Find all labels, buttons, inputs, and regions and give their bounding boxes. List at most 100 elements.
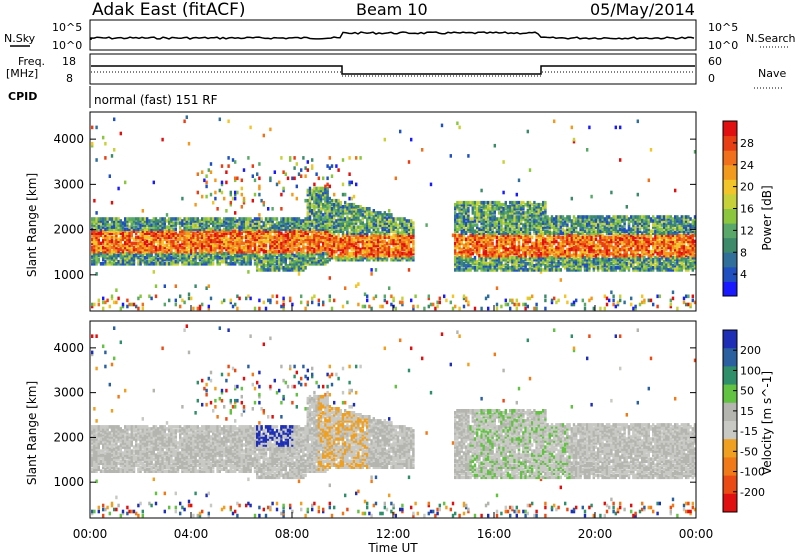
power-cell <box>487 213 490 217</box>
power-cell <box>524 268 527 272</box>
power-cell <box>454 233 457 238</box>
power-cell <box>137 221 140 225</box>
power-cell <box>509 298 512 303</box>
power-cell <box>104 245 107 250</box>
power-cell <box>308 229 312 233</box>
power-cell <box>238 229 241 233</box>
power-cell <box>238 237 241 242</box>
power-cell <box>236 233 239 238</box>
power-cell <box>311 229 314 233</box>
power-cell <box>535 209 538 213</box>
power-cell <box>139 257 142 262</box>
power-cell <box>216 225 219 229</box>
power-cell <box>449 154 452 158</box>
power-cell <box>223 259 226 264</box>
power-cell <box>293 237 296 242</box>
power-cell <box>174 284 177 288</box>
power-cell <box>223 251 226 256</box>
power-cell <box>264 255 268 260</box>
power-cell <box>258 255 261 260</box>
power-cell <box>269 268 272 272</box>
power-cell <box>553 257 556 262</box>
power-cell <box>322 300 325 305</box>
power-cell <box>132 262 136 266</box>
power-cell <box>500 231 503 235</box>
power-cell <box>126 253 129 258</box>
power-cell <box>451 294 455 299</box>
power-cell <box>396 235 400 240</box>
power-cell <box>366 298 369 303</box>
power-cell <box>293 259 296 264</box>
power-cell <box>513 255 516 260</box>
power-cell <box>170 249 173 254</box>
power-cell <box>572 221 576 225</box>
power-cell <box>498 241 501 246</box>
power-cell <box>234 223 237 227</box>
power-cell <box>168 257 171 262</box>
power-cell <box>577 257 580 262</box>
power-cell <box>539 223 543 227</box>
power-cell <box>91 245 94 250</box>
power-cell <box>293 229 296 233</box>
power-cell <box>262 133 265 138</box>
power-cell <box>458 249 461 254</box>
power-cell <box>476 215 479 219</box>
power-cell <box>214 231 217 235</box>
power-cell <box>480 306 483 311</box>
power-cell <box>381 217 384 221</box>
power-cell <box>392 227 395 231</box>
power-cell <box>306 239 309 244</box>
power-cell <box>150 229 153 233</box>
power-cell <box>348 205 351 209</box>
power-cell <box>317 213 320 217</box>
power-cell <box>154 253 158 258</box>
power-cell <box>218 262 221 266</box>
power-cell <box>225 251 228 256</box>
power-cell <box>291 264 294 268</box>
power-cell <box>405 255 408 260</box>
power-cell <box>465 298 468 303</box>
power-cell <box>253 225 257 229</box>
power-cell <box>484 243 488 248</box>
power-cell <box>269 233 272 238</box>
power-cell <box>460 233 463 238</box>
power-cell <box>297 237 301 242</box>
power-cell <box>484 296 488 301</box>
power-cell <box>535 211 538 215</box>
power-cell <box>113 229 116 233</box>
power-cell <box>308 227 312 231</box>
power-cell <box>337 215 340 219</box>
power-cell <box>273 235 276 240</box>
power-cell <box>139 223 142 227</box>
power-cell <box>322 257 325 262</box>
power-cell <box>187 296 191 301</box>
power-cell <box>337 231 340 235</box>
power-cell <box>203 233 206 238</box>
power-cell <box>357 219 360 223</box>
power-cell <box>117 262 120 266</box>
power-cell <box>535 235 538 240</box>
power-cell <box>388 213 391 217</box>
power-cell <box>108 231 111 235</box>
power-cell <box>183 249 186 254</box>
power-cell <box>260 259 263 264</box>
power-cell <box>374 294 378 299</box>
power-cell <box>291 259 294 264</box>
power-cell <box>113 231 116 235</box>
power-cell <box>401 243 404 248</box>
power-cell <box>570 221 573 225</box>
power-cell <box>515 202 518 207</box>
power-cell <box>511 241 514 246</box>
power-cell <box>473 255 477 260</box>
power-cell <box>361 217 364 221</box>
power-cell <box>383 239 386 244</box>
power-cell <box>357 233 360 238</box>
power-cell <box>458 227 461 231</box>
power-cell <box>524 257 527 262</box>
power-cell <box>385 223 389 227</box>
power-cell <box>201 243 204 248</box>
power-cell <box>372 257 375 262</box>
power-cell <box>179 229 182 233</box>
power-cell <box>190 227 193 231</box>
power-cell <box>214 255 217 260</box>
